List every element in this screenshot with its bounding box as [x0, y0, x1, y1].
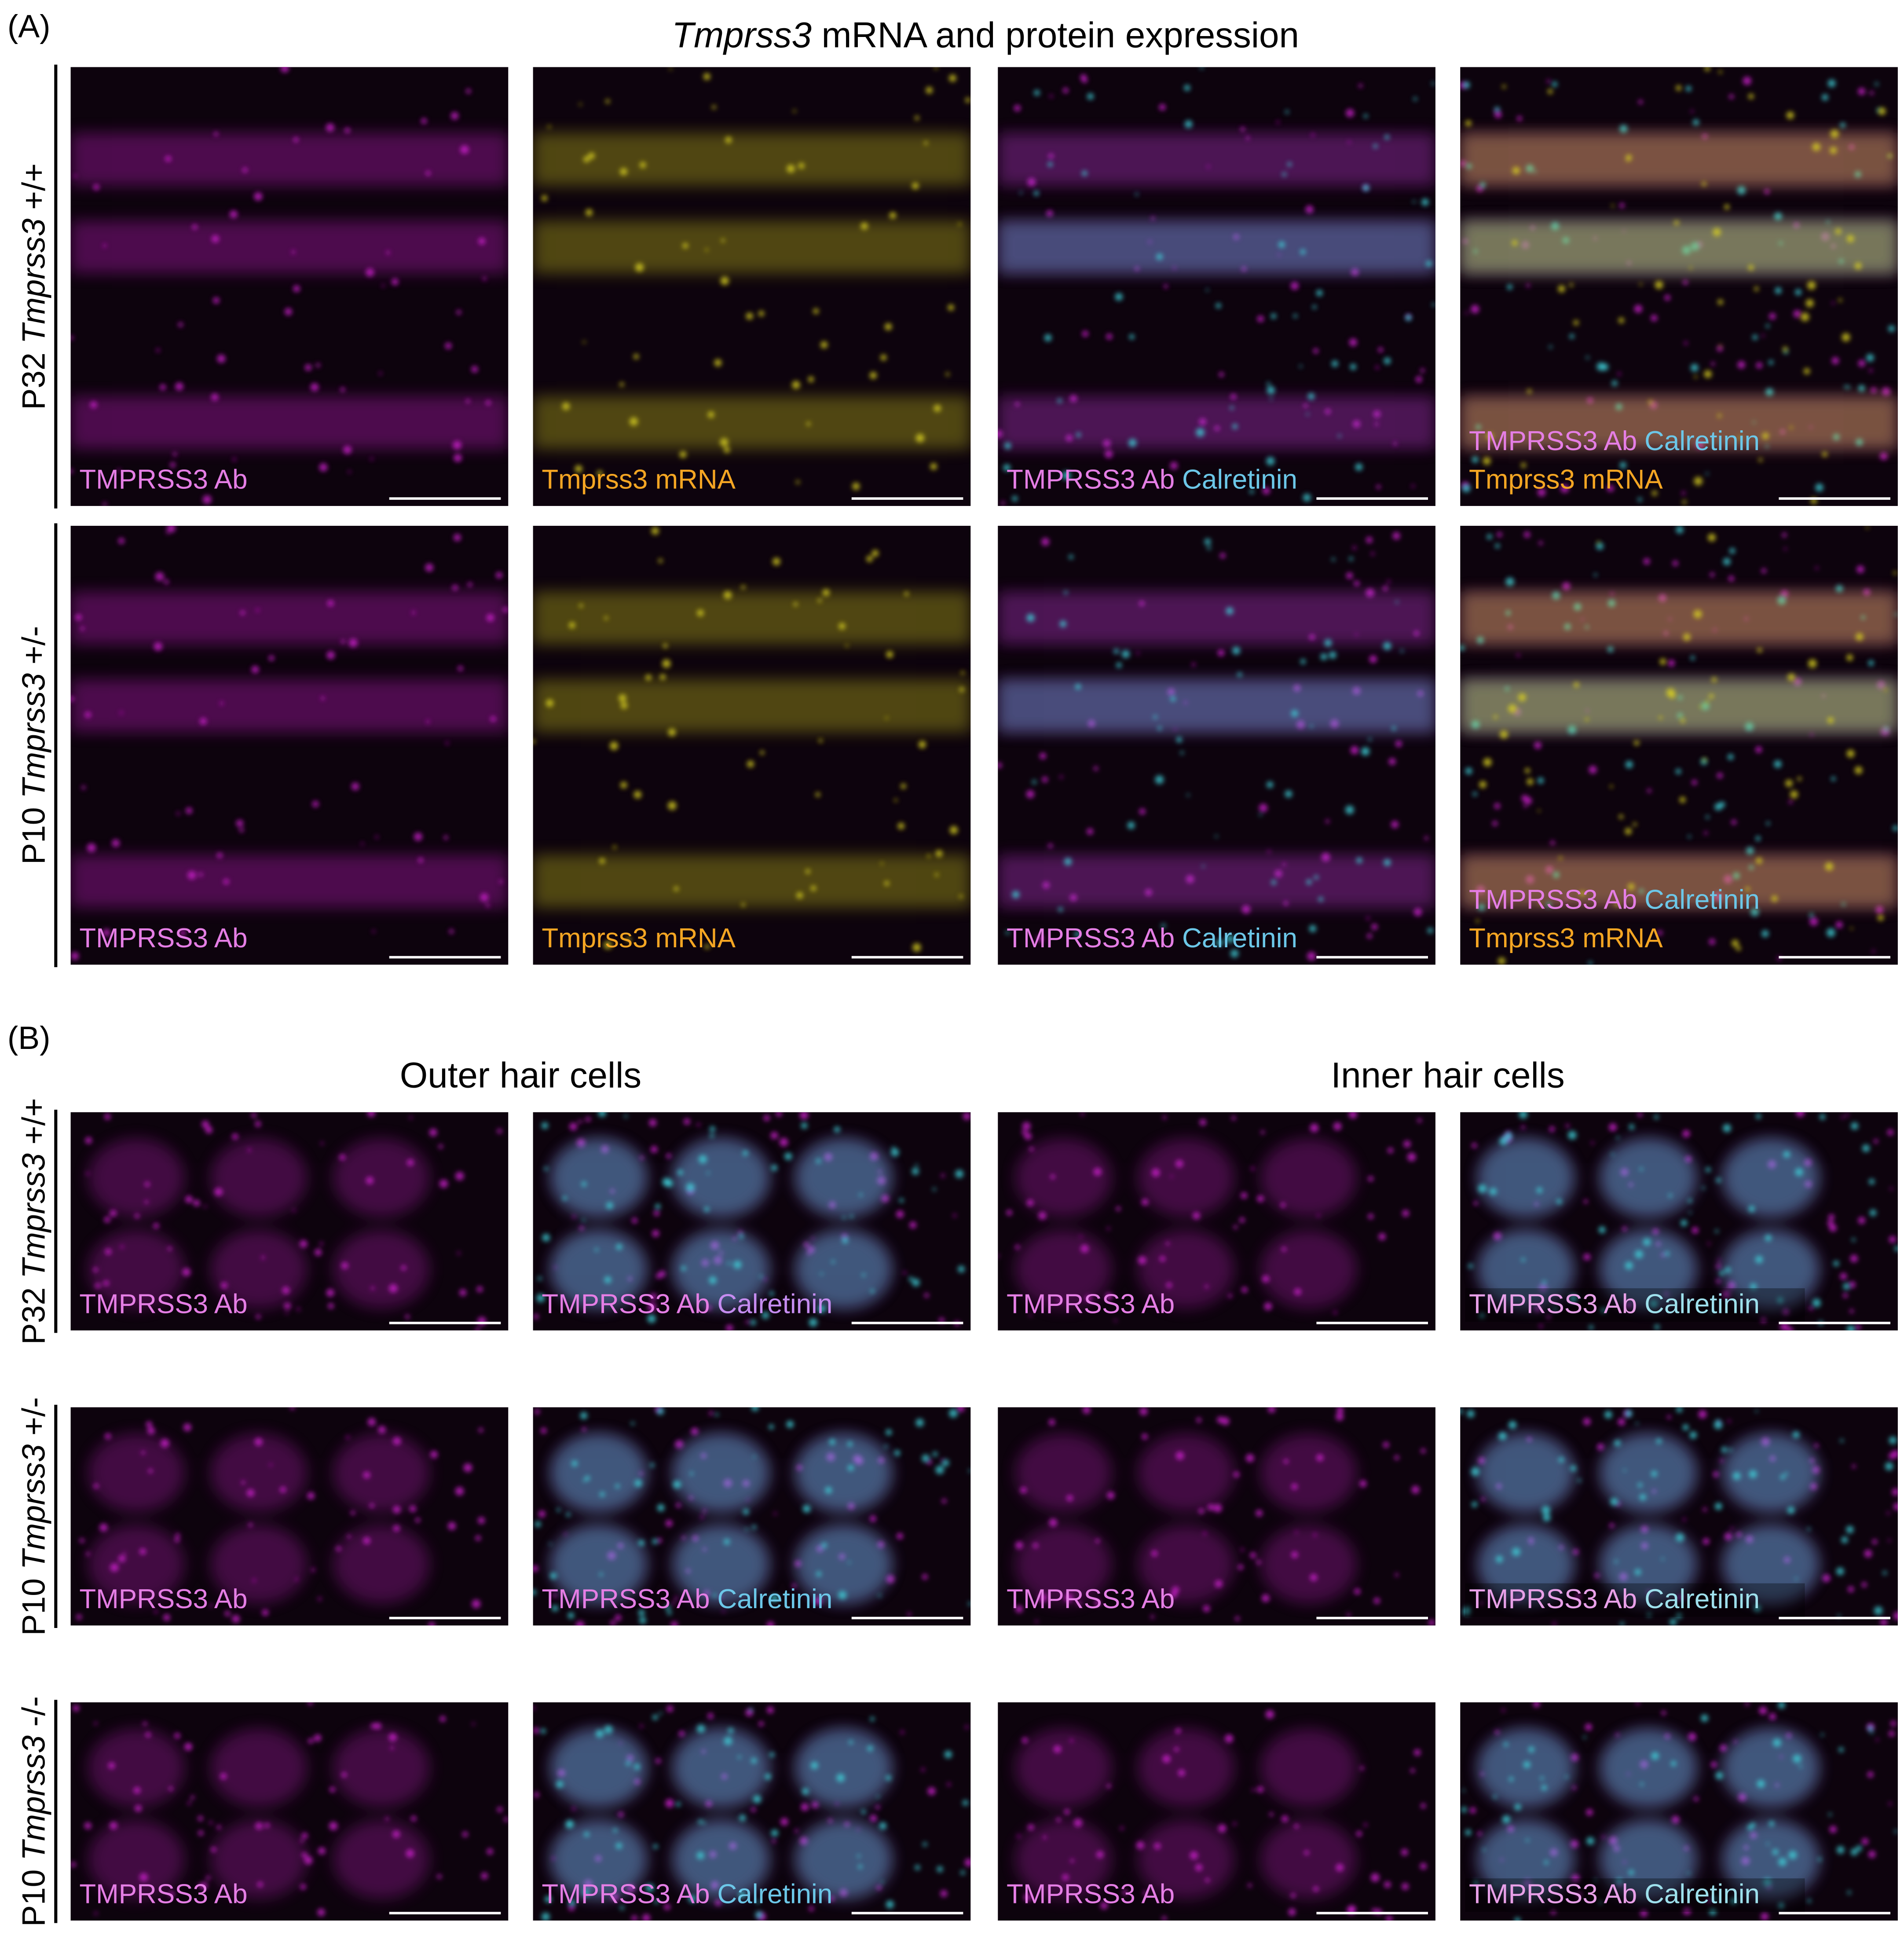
micrograph	[1460, 67, 1898, 504]
image-panel: TMPRSS3 Ab Calretinin	[533, 1112, 971, 1331]
panel-label: TMPRSS3 Ab Calretinin	[542, 1289, 832, 1319]
label-backdrop	[1465, 1878, 1805, 1912]
image-panel: Tmprss3 mRNA	[533, 67, 971, 506]
panel-label: TMPRSS3 Ab	[79, 1289, 247, 1319]
panel-label: TMPRSS3 Ab Calretinin	[1469, 426, 1760, 456]
image-panel: TMPRSS3 Ab Calretinin Tmprss3 mRNA	[1460, 67, 1898, 506]
micrograph	[533, 527, 971, 952]
row-label: P10Tmprss3+/-	[15, 626, 51, 865]
label-backdrop	[1465, 1583, 1805, 1617]
panel-label: Tmprss3 mRNA	[1469, 465, 1663, 495]
row-label: P10Tmprss3+/-	[15, 1397, 51, 1635]
panel-label: TMPRSS3 Ab Calretinin	[542, 1584, 832, 1614]
panel-letter: (A)	[7, 8, 51, 44]
panel-label: TMPRSS3 Ab Calretinin	[1469, 885, 1760, 915]
image-panel: TMPRSS3 Ab	[998, 1112, 1435, 1331]
micrograph	[1015, 1710, 1427, 1921]
image-panel: TMPRSS3 Ab Calretinin Tmprss3 mRNA	[1460, 526, 1898, 965]
micrograph	[533, 1112, 971, 1331]
row-label: P32Tmprss3+/+	[15, 1098, 51, 1345]
micrograph	[70, 67, 509, 506]
panel-label: TMPRSS3 Ab Calretinin	[1469, 1289, 1760, 1319]
panel-title: Tmprss3 mRNA and protein expression	[672, 15, 1299, 55]
image-panel: TMPRSS3 Ab Calretinin	[533, 1702, 971, 1921]
panel-label: Tmprss3 mRNA	[1469, 923, 1663, 953]
micrograph	[533, 1407, 971, 1626]
micrograph	[1461, 1702, 1898, 1921]
micrograph	[1015, 1407, 1435, 1626]
panel-label: TMPRSS3 Ab	[79, 465, 247, 495]
panel-label: TMPRSS3 Ab Calretinin	[1007, 465, 1297, 495]
image-panel: Tmprss3 mRNA	[533, 526, 971, 965]
micrograph	[998, 67, 1435, 505]
column-heading: Inner hair cells	[1331, 1055, 1564, 1095]
panel-label: TMPRSS3 Ab	[1007, 1879, 1175, 1910]
micrograph	[533, 1705, 971, 1921]
panel-label: TMPRSS3 Ab Calretinin	[542, 1879, 832, 1910]
label-backdrop	[1465, 1288, 1805, 1322]
panel-label: Tmprss3 mRNA	[542, 465, 736, 495]
panel-label: TMPRSS3 Ab	[1007, 1584, 1175, 1614]
image-panel: TMPRSS3 Ab Calretinin	[1460, 1112, 1898, 1331]
panel-label: Tmprss3 mRNA	[542, 923, 736, 953]
image-panel: TMPRSS3 Ab	[70, 526, 509, 965]
panel-label: TMPRSS3 Ab	[79, 1879, 247, 1910]
micrograph	[70, 526, 509, 960]
image-panel: TMPRSS3 Ab	[998, 1702, 1435, 1921]
micrograph	[1468, 1112, 1898, 1331]
image-panel: TMPRSS3 Ab Calretinin	[1460, 1407, 1898, 1626]
image-panel: TMPRSS3 Ab	[70, 1407, 509, 1626]
micrograph	[998, 1112, 1422, 1322]
image-panel: TMPRSS3 Ab Calretinin	[533, 1407, 971, 1626]
image-panel: TMPRSS3 Ab Calretinin	[998, 526, 1435, 965]
panel-label: TMPRSS3 Ab	[79, 923, 247, 953]
row-label: P10Tmprss3-/-	[15, 1696, 51, 1927]
panel-label: TMPRSS3 Ab Calretinin	[1469, 1879, 1760, 1910]
image-panel: TMPRSS3 Ab	[70, 1702, 509, 1921]
micrograph	[70, 1702, 509, 1916]
panel-label: TMPRSS3 Ab	[79, 1584, 247, 1614]
image-panel: TMPRSS3 Ab	[998, 1407, 1435, 1626]
micrograph	[76, 1407, 485, 1626]
micrograph	[998, 532, 1435, 961]
image-panel: TMPRSS3 Ab	[70, 67, 509, 506]
micrograph	[1460, 526, 1898, 965]
panel-label: TMPRSS3 Ab Calretinin	[1007, 923, 1297, 953]
micrograph	[1460, 1407, 1898, 1626]
panel-label: TMPRSS3 Ab Calretinin	[1469, 1584, 1760, 1614]
row-label: P32Tmprss3+/+	[15, 163, 51, 410]
image-panel: TMPRSS3 Ab Calretinin	[998, 67, 1435, 506]
micrograph	[85, 1112, 502, 1331]
micrograph	[533, 67, 971, 490]
panel-label: TMPRSS3 Ab	[1007, 1289, 1175, 1319]
image-panel: TMPRSS3 Ab	[70, 1112, 509, 1331]
column-heading: Outer hair cells	[400, 1055, 641, 1095]
image-panel: TMPRSS3 Ab Calretinin	[1460, 1702, 1898, 1921]
panel-letter: (B)	[7, 1020, 51, 1056]
